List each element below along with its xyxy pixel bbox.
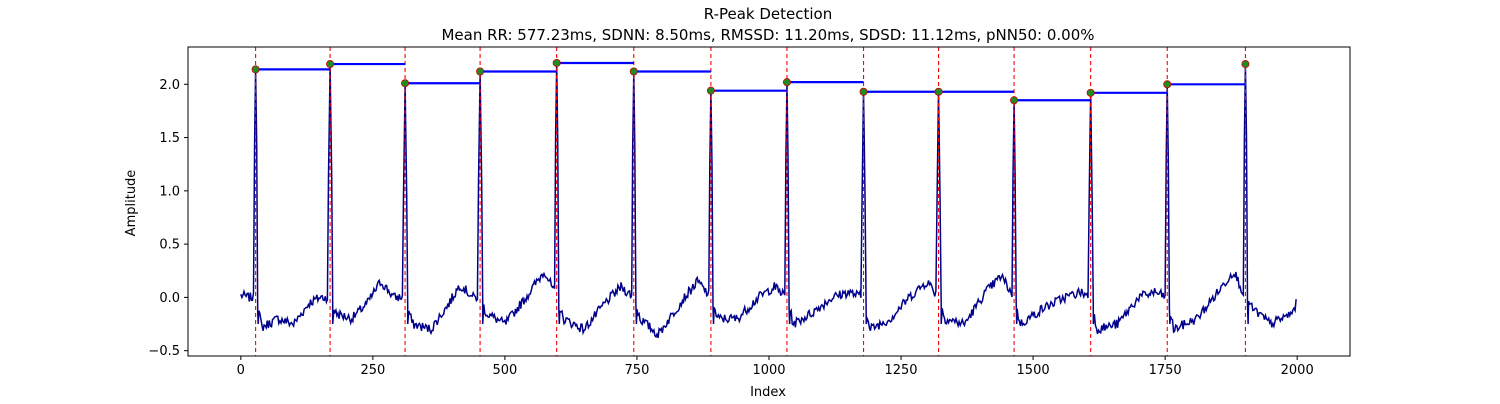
peak-marker-11 <box>1010 96 1019 105</box>
peak-marker-2 <box>326 60 335 69</box>
peak-marker-13 <box>1163 80 1172 89</box>
y-tick-label-4: 1.5 <box>159 131 180 146</box>
x-tick-label-0: 0 <box>237 363 245 378</box>
peak-marker-7 <box>706 86 715 95</box>
signal-line <box>240 62 1297 339</box>
x-tick-label-250: 250 <box>360 363 385 378</box>
peak-marker-1 <box>251 65 260 74</box>
x-tick-label-750: 750 <box>625 363 650 378</box>
x-axis-label: Index <box>750 385 786 400</box>
chart-subtitle: Mean RR: 577.23ms, SDNN: 8.50ms, RMSSD: … <box>441 26 1094 44</box>
plot-area <box>240 47 1297 356</box>
y-tick-label-0: −0.5 <box>148 344 180 359</box>
peak-marker-10 <box>934 87 943 96</box>
peak-marker-6 <box>629 67 638 76</box>
peak-marker-3 <box>401 79 410 88</box>
x-tick-label-1500: 1500 <box>1017 363 1050 378</box>
x-tick-label-1250: 1250 <box>884 363 917 378</box>
x-tick-label-500: 500 <box>492 363 517 378</box>
y-axis-label: Amplitude <box>124 170 139 237</box>
x-tick-label-2000: 2000 <box>1281 363 1314 378</box>
y-tick-label-3: 1.0 <box>159 184 180 199</box>
chart-title: R-Peak Detection <box>704 5 832 23</box>
axes: 0 250 500 750 1000 1250 1500 1750 2000 −0.5 0.0 0.5… <box>148 46 1351 378</box>
peak-marker-8 <box>782 78 791 87</box>
peak-marker-12 <box>1086 88 1095 97</box>
peak-marker-9 <box>859 87 868 96</box>
x-tick-label-1750: 1750 <box>1149 363 1182 378</box>
peak-marker-4 <box>476 67 485 76</box>
peak-marker-14 <box>1241 60 1250 69</box>
x-tick-label-1000: 1000 <box>752 363 785 378</box>
y-tick-label-2: 0.5 <box>159 238 180 253</box>
y-tick-label-1: 0.0 <box>159 291 180 306</box>
y-tick-label-5: 2.0 <box>159 78 180 93</box>
peak-marker-5 <box>552 58 561 67</box>
